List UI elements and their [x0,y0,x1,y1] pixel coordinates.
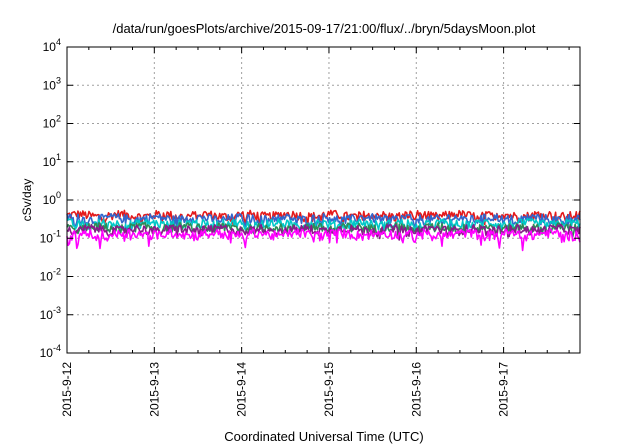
y-tick-label: 10-3 [40,305,61,322]
y-tick-label: 10-1 [40,228,61,245]
y-tick-label: 100 [43,190,61,207]
y-tick-label: 101 [43,152,61,169]
x-axis-label: Coordinated Universal Time (UTC) [224,429,423,444]
y-tick-label: 10-4 [40,343,61,360]
y-tick-label: 103 [43,75,61,92]
y-tick-exponent: 3 [56,75,61,85]
y-tick-exponent: -1 [53,228,61,238]
y-tick-exponent: -3 [53,305,61,315]
data-series [66,209,581,252]
chart-title: /data/run/goesPlots/archive/2015-09-17/2… [113,21,536,36]
series-line [66,217,581,237]
y-tick-label: 102 [43,114,61,131]
y-axis-label: cSv/day [20,179,34,222]
y-tick-exponent: 1 [56,152,61,162]
x-tick-label: 2015-9-13 [147,362,161,417]
y-tick-exponent: 0 [56,190,61,200]
y-tick-label: 104 [43,37,61,54]
series-line [66,228,581,252]
y-tick-exponent: 4 [56,37,61,47]
y-tick-exponent: -2 [53,267,61,277]
y-tick-exponent: -4 [53,343,61,353]
x-tick-label: 2015-9-15 [322,362,336,417]
y-tick-label: 10-2 [40,267,61,284]
x-tick-label: 2015-9-14 [235,362,249,417]
series-line [66,209,581,228]
plot-frame [66,46,581,354]
x-tick-label: 2015-9-17 [497,362,511,417]
y-tick-exponent: 2 [56,114,61,124]
x-tick-label: 2015-9-16 [409,362,423,417]
grid-lines [67,47,580,353]
series-line [66,213,581,232]
x-tick-label: 2015-9-12 [60,362,74,417]
